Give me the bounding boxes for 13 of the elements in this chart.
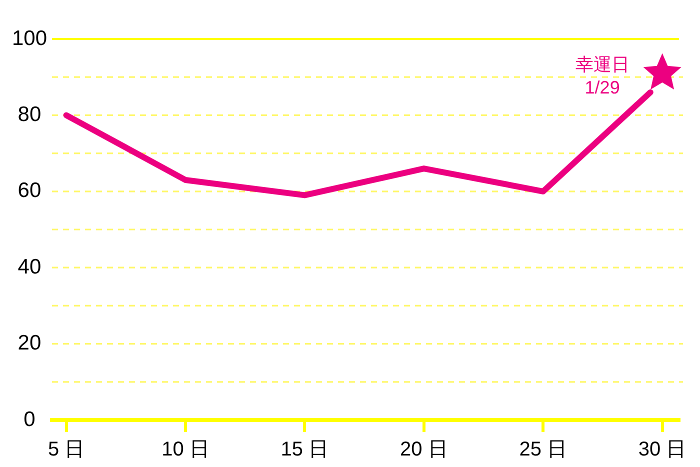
y-tick-label: 40 [18,255,42,278]
y-tick-label: 0 [24,408,36,431]
y-tick-label: 100 [12,26,48,50]
annotation: 幸運日 1/29 [575,54,630,98]
x-tick-label: 25 日 [519,438,568,461]
x-tick-label: 10 日 [162,438,210,461]
y-tick-label: 80 [18,102,42,126]
x-tick-label: 5 日 [48,438,85,461]
x-tick-label: 30 日 [638,438,686,461]
y-tick-label: 60 [18,179,42,202]
x-tick-label: 20 日 [400,438,448,461]
x-tick-label: 15 日 [280,438,329,461]
y-tick-label: 20 [18,332,42,355]
